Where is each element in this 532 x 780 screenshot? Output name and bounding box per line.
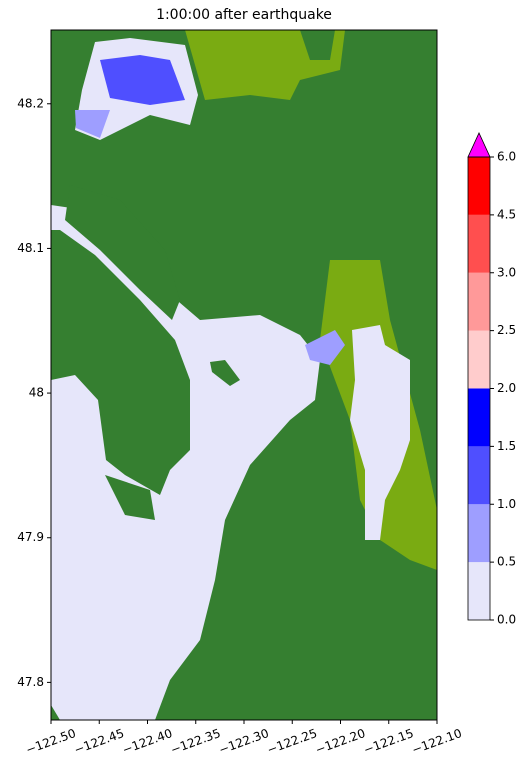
colorbar-tick-label: 2.5 (497, 323, 516, 337)
colorbar-segment (468, 330, 490, 389)
colorbar-segment (468, 388, 490, 447)
x-tick-label: −122.50 (24, 726, 78, 757)
x-tick-label: −122.30 (217, 726, 271, 757)
colorbar-tick-label: 1.5 (497, 439, 516, 453)
x-tick-label: −122.15 (362, 726, 416, 757)
x-tick-label: −122.45 (72, 726, 126, 757)
y-tick-label: 47.8 (17, 675, 44, 689)
y-tick-label: 48 (29, 386, 44, 400)
x-tick-label: −122.10 (410, 726, 464, 757)
chart-title: 1:00:00 after earthquake (156, 7, 332, 23)
x-tick-label: −122.40 (120, 726, 174, 757)
colorbar-extend (467, 132, 491, 158)
x-tick-label: −122.25 (265, 726, 319, 757)
colorbar-tick-label: 2.0 (497, 381, 516, 395)
x-tick-label: −122.35 (169, 726, 223, 757)
map (51, 30, 437, 720)
colorbar-segment (468, 157, 490, 215)
colorbar-segment (468, 214, 490, 273)
y-tick-label: 48.1 (17, 241, 44, 255)
colorbar-segment (468, 446, 490, 505)
colorbar-segment (468, 562, 490, 620)
colorbar-tick-label: 1.0 (497, 497, 516, 511)
y-tick-label: 48.2 (17, 96, 44, 110)
x-tick-label: −122.20 (313, 726, 367, 757)
colorbar-tick-label: 0.5 (497, 555, 516, 569)
colorbar-tick-label: 4.5 (497, 207, 516, 221)
y-tick-label: 47.9 (17, 530, 44, 544)
colorbar-tick-label: 6.0 (497, 150, 516, 164)
colorbar-tick-label: 3.0 (497, 265, 516, 279)
colorbar-tick-label: 0.0 (497, 613, 516, 627)
colorbar-segment (468, 504, 490, 563)
colorbar-segment (468, 272, 490, 331)
